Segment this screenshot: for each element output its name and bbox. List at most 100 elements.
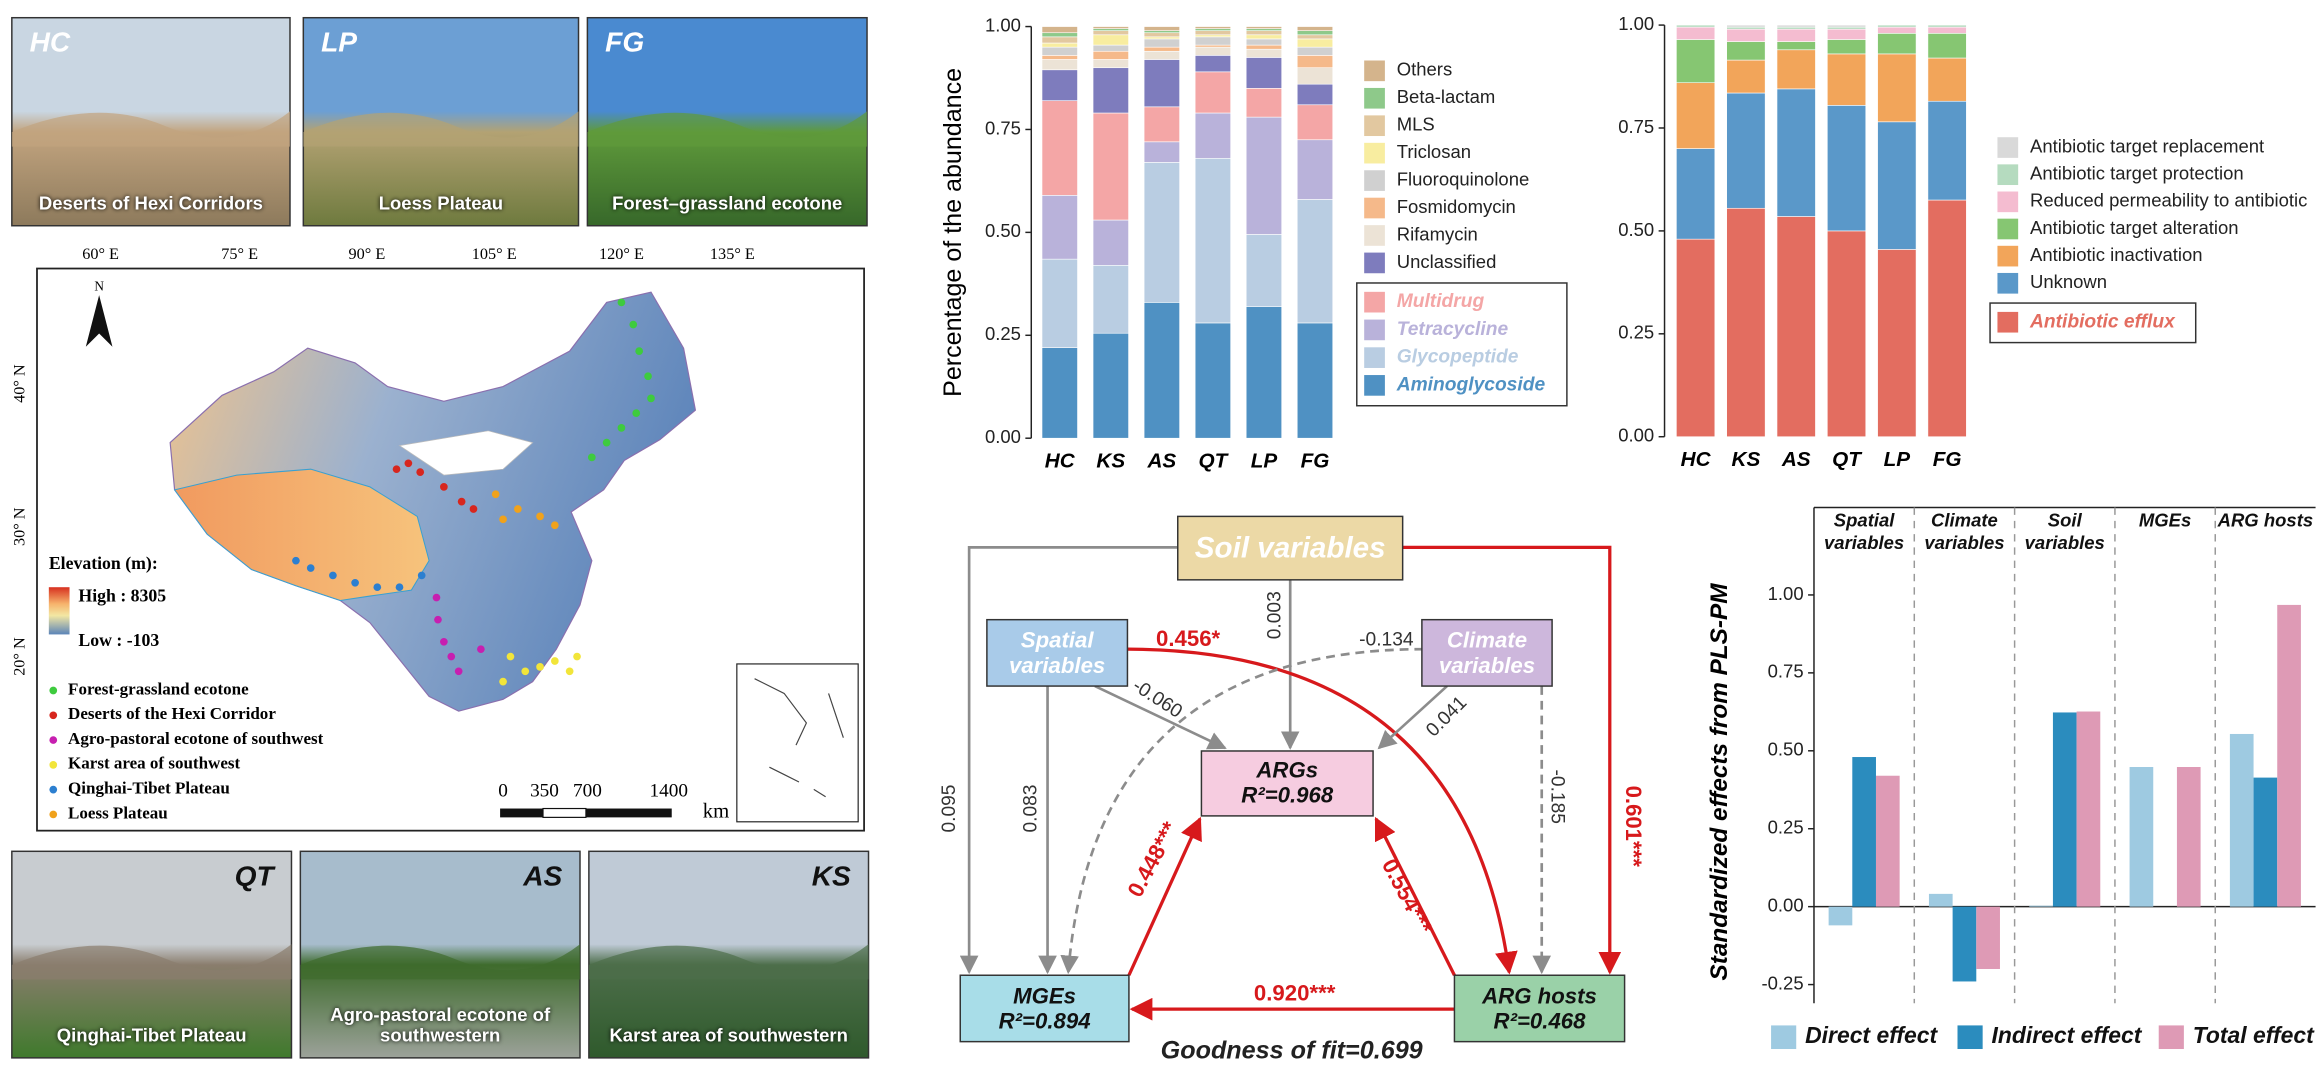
scale-bar bbox=[500, 808, 544, 818]
path-edge bbox=[1377, 685, 1448, 750]
photo-code: FG bbox=[605, 27, 644, 58]
site-dot bbox=[551, 521, 559, 530]
y-tick-label: 0.50 bbox=[1618, 219, 1654, 240]
legend-dot bbox=[49, 810, 58, 819]
bar-segment bbox=[1245, 26, 1282, 29]
bar-segment bbox=[1877, 249, 1917, 438]
site-dot bbox=[440, 483, 448, 491]
bar-segment bbox=[1927, 24, 1967, 28]
bar-segment bbox=[1194, 322, 1231, 439]
legend-dot bbox=[49, 736, 58, 744]
x-tick-label: HC bbox=[1681, 448, 1712, 471]
node-r2: R²=0.968 bbox=[1241, 783, 1334, 809]
photo-caption-wrap: Agro-pastoral ecotone of southwestern bbox=[300, 996, 580, 1055]
bar-segment bbox=[1676, 26, 1716, 40]
y-tick-label: 0.75 bbox=[1618, 116, 1654, 137]
bar bbox=[2176, 767, 2201, 907]
path-diagram: Goodness of fit=0.699 0.095 0.003 0.601***… bbox=[939, 515, 1646, 1065]
legend-swatch bbox=[2158, 1025, 2184, 1050]
site-dot bbox=[447, 652, 456, 661]
legend-label: Antibiotic target protection bbox=[2030, 163, 2244, 184]
legend-label: Aminoglycoside bbox=[1396, 374, 1546, 395]
bar-segment bbox=[1296, 55, 1334, 69]
y-tick-label: 0.50 bbox=[985, 220, 1021, 241]
site-dot bbox=[551, 657, 559, 665]
site-dot bbox=[416, 468, 425, 476]
site-dot bbox=[434, 615, 442, 624]
legend-label: Beta-lactam bbox=[1397, 86, 1496, 107]
legend-dot bbox=[49, 711, 58, 720]
legend-swatch bbox=[1364, 225, 1385, 246]
y-tick-label: 0.25 bbox=[1768, 817, 1804, 838]
bar-segment bbox=[1877, 33, 1917, 55]
bar-segment bbox=[1296, 67, 1334, 85]
bar-segment bbox=[1296, 104, 1334, 141]
lon-label: 90° E bbox=[349, 245, 386, 263]
legend-swatch bbox=[1997, 245, 2019, 267]
group-label-box: ARG hosts bbox=[2215, 510, 2315, 563]
legend-swatch bbox=[1771, 1025, 1797, 1050]
bar-segment bbox=[1927, 33, 1967, 59]
bar-segment bbox=[1041, 59, 1078, 71]
bar-segment bbox=[1143, 141, 1180, 163]
bar-segment bbox=[1826, 53, 1867, 106]
x-tick-label: AS bbox=[1781, 448, 1811, 471]
bar-segment bbox=[1877, 53, 1917, 123]
bar-segment bbox=[1245, 306, 1282, 439]
bar-segment bbox=[1726, 28, 1766, 42]
group-label-wrap: ARG hosts bbox=[2215, 510, 2315, 563]
bar-segment bbox=[1296, 199, 1334, 324]
site-dot bbox=[292, 556, 300, 565]
bar-segment bbox=[1826, 39, 1867, 55]
north-label: N bbox=[94, 279, 104, 294]
legend-box bbox=[1989, 302, 2197, 344]
scale-label: 700 bbox=[573, 781, 602, 802]
elevation-low: Low : -103 bbox=[78, 630, 159, 650]
edge-label: 0.920*** bbox=[1254, 980, 1336, 1005]
bar-segment bbox=[1296, 38, 1334, 48]
bar-segment bbox=[1143, 50, 1180, 60]
legend-dot bbox=[49, 785, 58, 794]
bar-segment bbox=[1245, 88, 1282, 118]
bar bbox=[2076, 711, 2101, 907]
bar-segment bbox=[1676, 238, 1716, 438]
y-tick-label: 0.00 bbox=[1768, 895, 1804, 916]
legend-swatch bbox=[1997, 311, 2019, 333]
legend-swatch bbox=[1364, 319, 1385, 341]
site-dot bbox=[477, 645, 485, 654]
node-label-wrap: MGEs R²=0.894 bbox=[960, 975, 1129, 1041]
bar-segment bbox=[1245, 57, 1282, 89]
legend-label: Glycopeptide bbox=[1397, 347, 1519, 368]
site-dot bbox=[629, 320, 638, 329]
group-label-box: Soil variables bbox=[2025, 510, 2105, 553]
legend-dot bbox=[49, 761, 58, 769]
bar bbox=[2229, 733, 2254, 907]
bar-segment bbox=[1092, 59, 1129, 69]
bar-segment bbox=[1776, 216, 1816, 438]
bar-segment bbox=[1877, 24, 1917, 28]
y-tick-label: 1.00 bbox=[1618, 13, 1654, 34]
site-dot bbox=[404, 459, 413, 468]
map: N Elevation (m): High : 8305 Low : -103 … bbox=[36, 267, 865, 832]
bar bbox=[2253, 777, 2278, 907]
site-dot bbox=[644, 372, 652, 381]
bar-segment bbox=[1143, 302, 1180, 439]
bar-segment bbox=[1296, 322, 1334, 439]
node-label-box: Spatial variables bbox=[1009, 628, 1105, 678]
legend-swatch bbox=[1364, 142, 1385, 164]
bar bbox=[1828, 906, 1853, 926]
node-box bbox=[959, 974, 1130, 1043]
bar bbox=[1952, 906, 1977, 982]
photo-code: HC bbox=[30, 27, 71, 58]
scale-label: 0 bbox=[498, 781, 508, 802]
site-dot bbox=[536, 512, 544, 521]
legend-label: MLS bbox=[1397, 114, 1435, 135]
photo-code: LP bbox=[321, 27, 357, 58]
bar-segment bbox=[1676, 82, 1716, 149]
bar-segment bbox=[1143, 26, 1180, 31]
node-label: ARG hosts bbox=[1482, 983, 1597, 1009]
path-edge bbox=[1402, 545, 1622, 975]
bar-segment bbox=[1143, 30, 1180, 34]
bar bbox=[2052, 712, 2077, 907]
